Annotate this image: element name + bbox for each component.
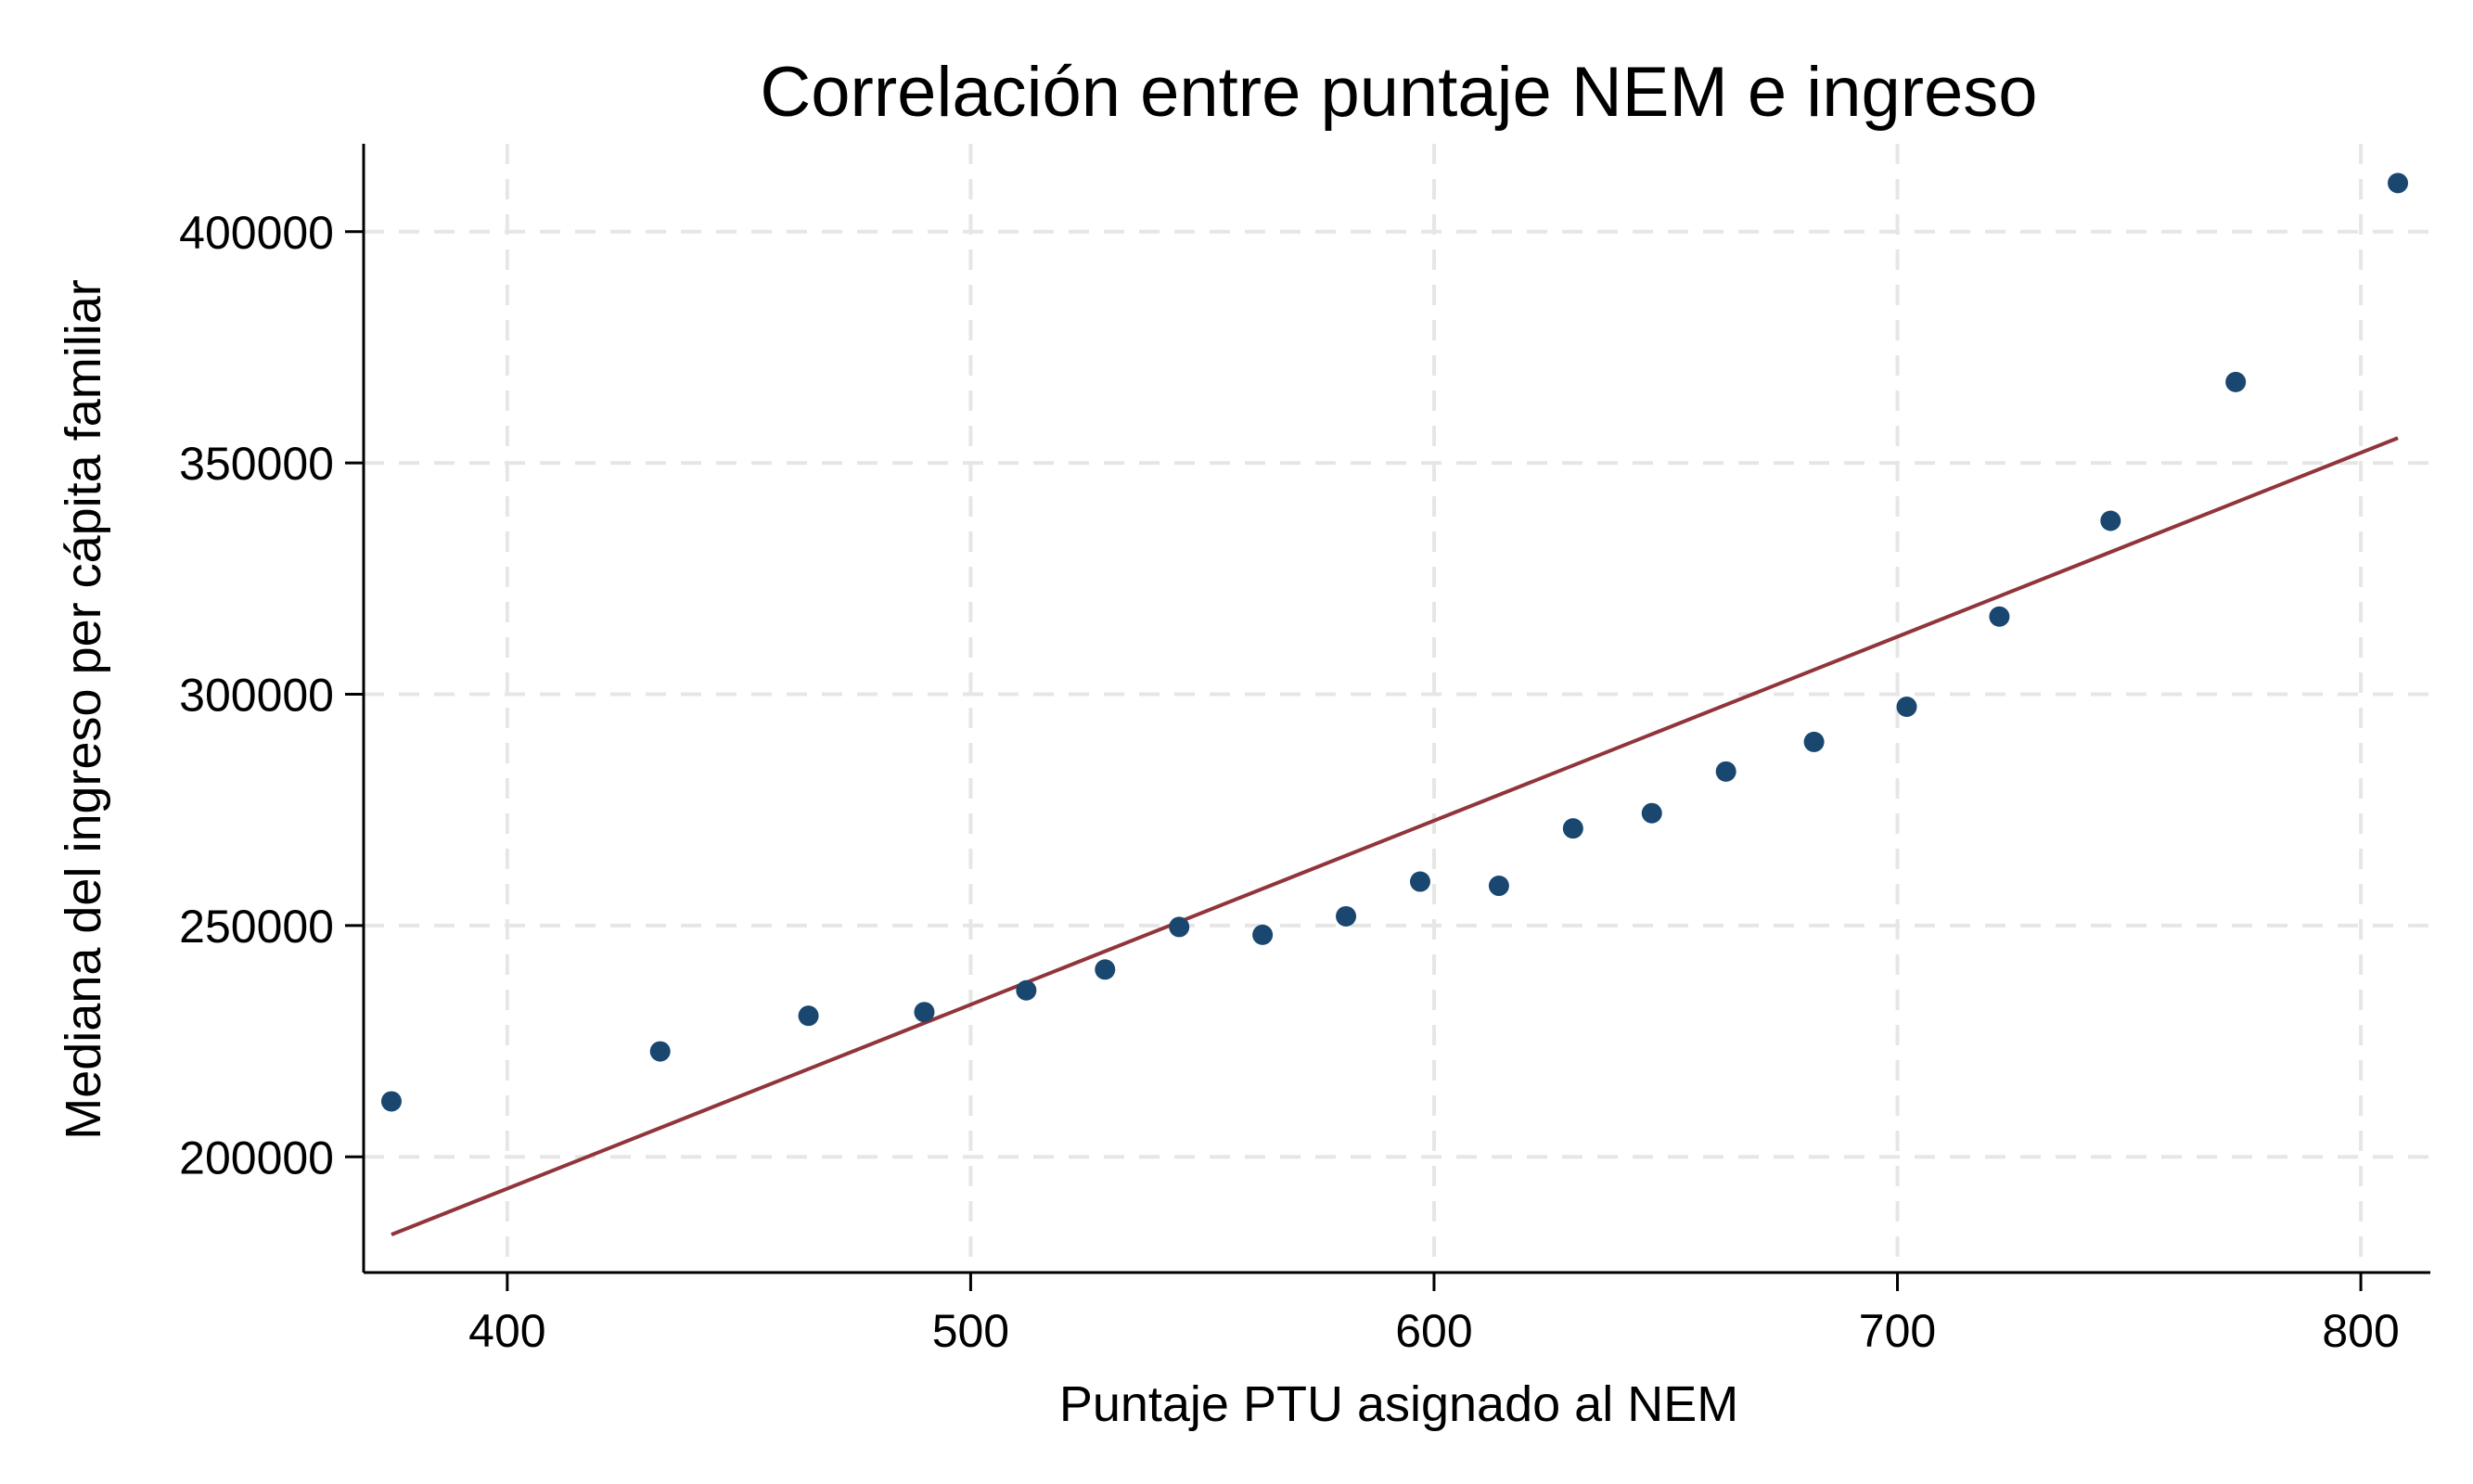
data-point bbox=[1252, 924, 1274, 945]
y-axis-label: Mediana del ingreso per cápita familiar bbox=[56, 279, 111, 1140]
y-tick-label: 200000 bbox=[179, 1132, 334, 1183]
data-point bbox=[1016, 979, 1037, 1001]
data-point bbox=[1803, 731, 1825, 752]
data-point bbox=[2225, 371, 2247, 392]
data-point bbox=[1896, 697, 1917, 718]
data-point bbox=[649, 1041, 671, 1062]
y-tick-label: 300000 bbox=[179, 670, 334, 722]
data-point bbox=[380, 1091, 402, 1112]
data-point bbox=[1989, 606, 2010, 627]
x-tick-label: 800 bbox=[2322, 1305, 2399, 1357]
points-layer bbox=[380, 173, 2409, 1112]
data-point bbox=[1641, 802, 1662, 824]
axes-layer bbox=[362, 144, 2430, 1274]
x-axis-label: Puntaje PTU asignado al NEM bbox=[1059, 1376, 1738, 1432]
y-tick-label: 350000 bbox=[179, 438, 334, 490]
data-point bbox=[1409, 871, 1430, 892]
data-point bbox=[1488, 876, 1509, 897]
data-point bbox=[1095, 959, 1116, 980]
x-tick-label: 400 bbox=[468, 1305, 545, 1357]
data-point bbox=[1336, 905, 1357, 927]
y-tick-label: 250000 bbox=[179, 901, 334, 953]
y-tick-label: 400000 bbox=[179, 207, 334, 259]
x-tick-label: 700 bbox=[1859, 1305, 1936, 1357]
data-point bbox=[1562, 818, 1583, 839]
ticks-layer: 400 500 600 700 800 200000 250000 300000 350000 4… bbox=[179, 207, 2400, 1357]
data-point bbox=[2388, 173, 2409, 194]
data-point bbox=[1169, 916, 1190, 938]
chart-title: Correlación entre puntaje NEM e ingreso bbox=[760, 53, 2037, 132]
fit-line-layer bbox=[391, 436, 2399, 1236]
x-tick-label: 500 bbox=[932, 1305, 1009, 1357]
data-point bbox=[914, 1002, 935, 1023]
grid-layer bbox=[364, 144, 2430, 1273]
fit-line bbox=[391, 436, 2399, 1236]
data-point bbox=[798, 1005, 819, 1027]
x-tick-label: 600 bbox=[1395, 1305, 1472, 1357]
data-point bbox=[2100, 510, 2121, 531]
data-point bbox=[1715, 761, 1736, 782]
